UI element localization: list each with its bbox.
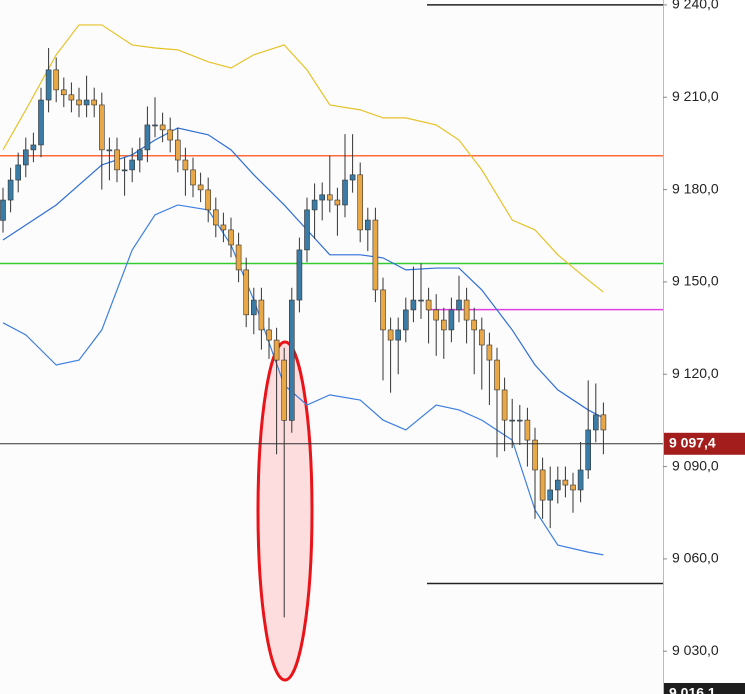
candle-body bbox=[516, 419, 523, 422]
candle-body bbox=[524, 419, 531, 441]
candle-body bbox=[228, 229, 234, 246]
candle-body bbox=[326, 194, 333, 201]
candle-body bbox=[577, 469, 584, 491]
candle-body bbox=[471, 319, 478, 331]
candle-body bbox=[129, 159, 135, 171]
candle-body bbox=[463, 299, 470, 321]
highlight-ellipse bbox=[256, 340, 314, 682]
candle-body bbox=[554, 479, 561, 491]
candle-body bbox=[349, 174, 356, 181]
candle-body bbox=[76, 99, 82, 106]
candle-body bbox=[440, 319, 447, 331]
candle-body bbox=[197, 184, 204, 191]
candle-body bbox=[152, 124, 158, 127]
current-price-box bbox=[664, 432, 745, 455]
candle-body bbox=[418, 299, 424, 302]
candle-body bbox=[334, 199, 341, 206]
candle-body bbox=[547, 489, 554, 501]
candle-body bbox=[121, 169, 128, 172]
candle-body bbox=[213, 209, 219, 226]
candle-body bbox=[266, 329, 272, 341]
candle-body bbox=[592, 414, 599, 431]
candle-body bbox=[296, 249, 303, 301]
candle-body bbox=[91, 99, 97, 106]
candle-body bbox=[159, 124, 166, 131]
candle-body bbox=[205, 189, 211, 211]
candle-body bbox=[258, 299, 265, 331]
candle-body bbox=[410, 299, 417, 311]
candle-body bbox=[220, 224, 227, 231]
candle-body bbox=[167, 129, 173, 141]
candle-body bbox=[281, 359, 288, 421]
candle-body bbox=[30, 144, 37, 151]
candle-body bbox=[53, 69, 60, 91]
plot-background bbox=[0, 0, 663, 694]
candle-body bbox=[22, 149, 29, 166]
candle-body bbox=[319, 194, 326, 201]
candle-body bbox=[425, 299, 432, 311]
candle-body bbox=[364, 219, 371, 231]
candle-body bbox=[288, 299, 295, 421]
candle-body bbox=[15, 164, 21, 181]
candle-body bbox=[235, 244, 242, 271]
candle-body bbox=[175, 139, 181, 161]
candle-body bbox=[585, 429, 592, 471]
candle-body bbox=[83, 99, 90, 106]
candle-body bbox=[600, 414, 607, 431]
candle-body bbox=[372, 219, 379, 291]
candle-body bbox=[60, 89, 67, 96]
y-tick-label: 9 120,0 bbox=[672, 365, 719, 381]
candle-body bbox=[402, 309, 409, 331]
candle-body bbox=[311, 199, 318, 211]
candle-body bbox=[68, 94, 75, 101]
candle-body bbox=[304, 209, 310, 251]
y-tick-label: 9 210,0 bbox=[672, 88, 719, 104]
y-tick-label: 9 240,0 bbox=[672, 0, 719, 12]
candle-body bbox=[448, 309, 455, 331]
band-line bbox=[2, 24, 604, 293]
candle-body bbox=[395, 329, 402, 341]
candle-body bbox=[45, 69, 52, 101]
candle-body bbox=[562, 479, 569, 486]
candle-body bbox=[243, 269, 249, 316]
candle-body bbox=[137, 149, 143, 161]
bottom-price-label: 9 016,1 bbox=[669, 685, 716, 694]
candle-body bbox=[433, 309, 440, 321]
candle-body bbox=[387, 329, 394, 341]
candle-body bbox=[494, 359, 500, 391]
candle-body bbox=[532, 439, 538, 471]
candle-body bbox=[357, 174, 364, 231]
candle-body bbox=[478, 329, 485, 346]
candle-body bbox=[501, 389, 508, 421]
y-tick-label: 9 180,0 bbox=[672, 180, 719, 196]
bottom-price-box bbox=[664, 683, 745, 694]
candle-body bbox=[273, 339, 280, 361]
current-price-label: 9 097,4 bbox=[669, 434, 716, 450]
y-tick-label: 9 060,0 bbox=[672, 550, 719, 566]
candle-body bbox=[342, 179, 348, 206]
candle-body bbox=[114, 149, 120, 171]
candle-body bbox=[380, 289, 386, 331]
candle-body bbox=[99, 104, 105, 151]
candle-body bbox=[7, 179, 14, 201]
y-tick-label: 9 090,0 bbox=[672, 457, 719, 473]
candle-body bbox=[144, 124, 151, 151]
candle-body bbox=[509, 419, 516, 422]
candle-body bbox=[539, 469, 546, 501]
y-tick-label: 9 150,0 bbox=[672, 273, 719, 289]
candle-body bbox=[38, 99, 44, 146]
candle-body bbox=[190, 169, 196, 186]
candle-body bbox=[182, 159, 189, 171]
candle-body bbox=[106, 149, 113, 152]
candle-body bbox=[251, 299, 257, 316]
candle-body bbox=[456, 299, 462, 311]
candle-body bbox=[0, 199, 6, 221]
candle-body bbox=[486, 344, 493, 361]
candle-body bbox=[570, 484, 576, 491]
y-tick-label: 9 030,0 bbox=[672, 642, 719, 658]
